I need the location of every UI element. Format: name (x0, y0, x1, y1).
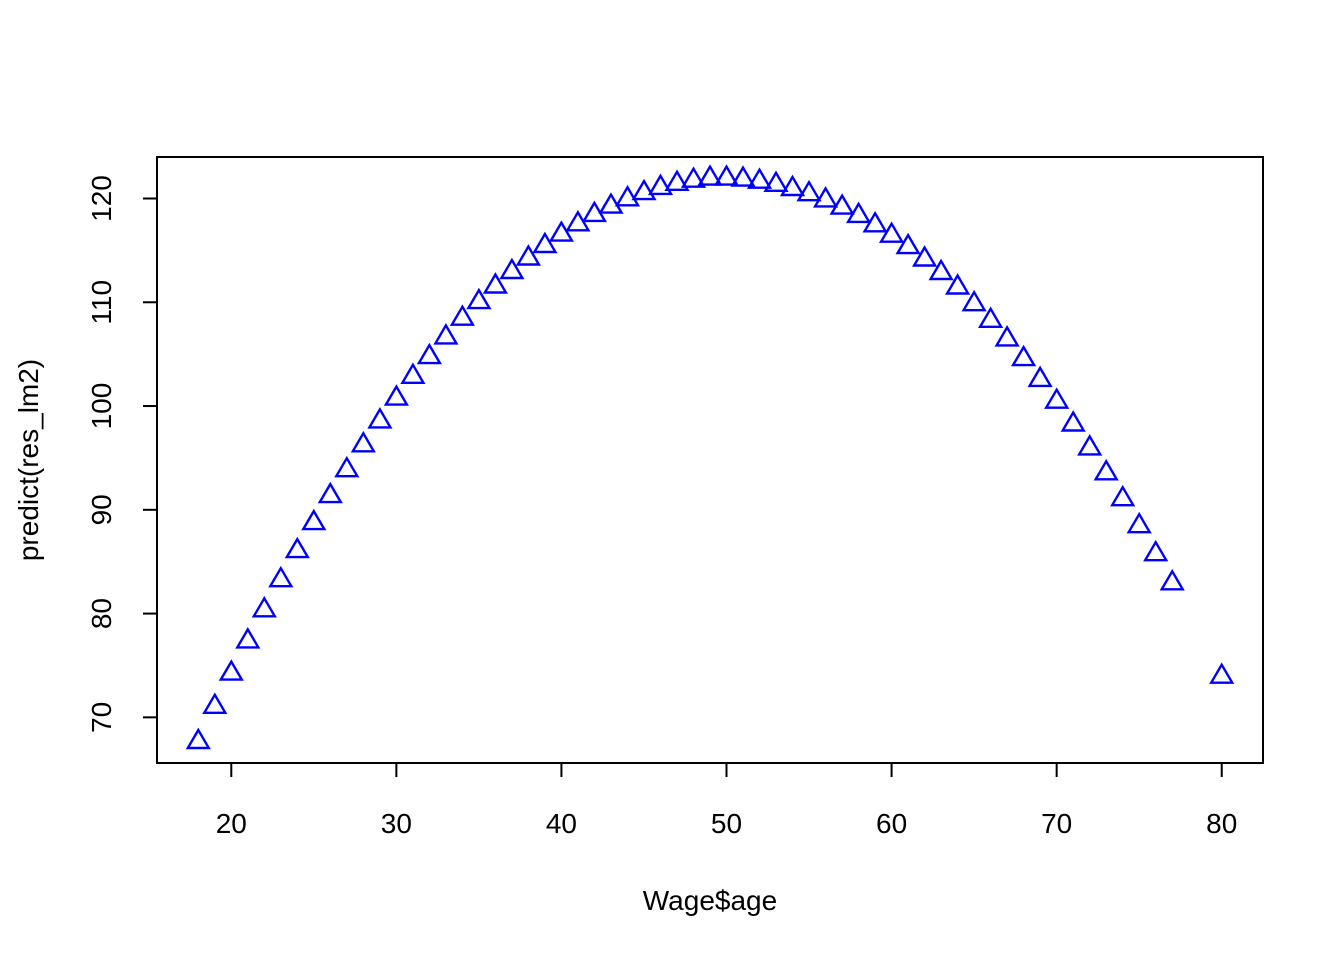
data-point (846, 201, 872, 224)
data-point (317, 481, 343, 504)
data-point (400, 362, 426, 384)
data-point (631, 178, 657, 201)
x-tick-label: 30 (381, 808, 412, 839)
data-point (1077, 434, 1103, 456)
data-point (730, 165, 756, 187)
data-point (185, 727, 211, 750)
data-point (647, 173, 674, 196)
y-axis: 70 80 90 100 110 120 (86, 175, 158, 733)
x-tick-label: 40 (546, 808, 577, 839)
data-point (1027, 365, 1053, 388)
data-point (235, 627, 261, 649)
data-point (1011, 344, 1037, 367)
x-tick-label: 80 (1206, 808, 1237, 839)
x-tick-label: 60 (876, 808, 907, 839)
data-point (879, 221, 905, 243)
x-tick-label: 50 (711, 808, 742, 839)
y-tick-label: 90 (86, 494, 117, 525)
data-point (334, 455, 360, 478)
data-point (268, 565, 294, 588)
data-point (284, 536, 310, 559)
data-point (383, 384, 409, 406)
data-point (779, 174, 806, 197)
data-point (912, 245, 938, 267)
data-point (548, 220, 574, 242)
data-point (1126, 511, 1152, 534)
x-axis-label: Wage$age (643, 885, 777, 916)
data-point (350, 430, 376, 453)
data-point (449, 304, 475, 326)
data-point (202, 692, 228, 714)
data-point (482, 272, 508, 294)
data-point (829, 193, 855, 215)
data-point (664, 169, 690, 192)
data-point (251, 595, 277, 618)
x-axis: 20 30 40 50 60 70 80 (216, 762, 1237, 839)
data-point (416, 342, 442, 365)
x-tick-label: 20 (216, 808, 247, 839)
data-point (862, 210, 888, 233)
data-point (1209, 662, 1235, 684)
y-tick-label: 70 (86, 702, 117, 733)
data-point (301, 508, 327, 531)
y-tick-label: 80 (86, 598, 117, 629)
data-point (994, 325, 1020, 347)
data-point (499, 257, 525, 280)
data-point (928, 258, 954, 281)
data-point (1159, 568, 1185, 591)
data-point (1044, 387, 1070, 409)
data-point (713, 164, 740, 186)
data-point (813, 186, 839, 208)
data-point (746, 167, 773, 189)
data-point (1093, 458, 1119, 481)
plot-frame (156, 156, 1264, 764)
y-tick-label: 110 (86, 280, 117, 325)
data-point (367, 407, 393, 429)
y-axis-label: predict(res_lm2) (13, 359, 44, 561)
data-point (961, 289, 987, 312)
data-point (1143, 539, 1169, 562)
data-point (433, 323, 459, 345)
data-point (466, 287, 492, 310)
data-point (945, 273, 971, 295)
y-tick-label: 100 (86, 383, 117, 430)
data-point (515, 244, 541, 266)
data-point (895, 232, 921, 255)
data-point (978, 306, 1004, 328)
data-point (697, 164, 723, 186)
x-tick-label: 70 (1041, 808, 1072, 839)
data-point (1110, 484, 1136, 507)
y-tick-label: 120 (86, 175, 117, 222)
data-point (218, 659, 244, 681)
data-point (1060, 410, 1086, 432)
data-point (614, 184, 641, 207)
data-point (796, 179, 822, 202)
data-point (532, 231, 558, 254)
data-point (680, 166, 707, 188)
data-point (763, 170, 789, 193)
data-points (185, 164, 1235, 750)
data-point (598, 192, 624, 214)
